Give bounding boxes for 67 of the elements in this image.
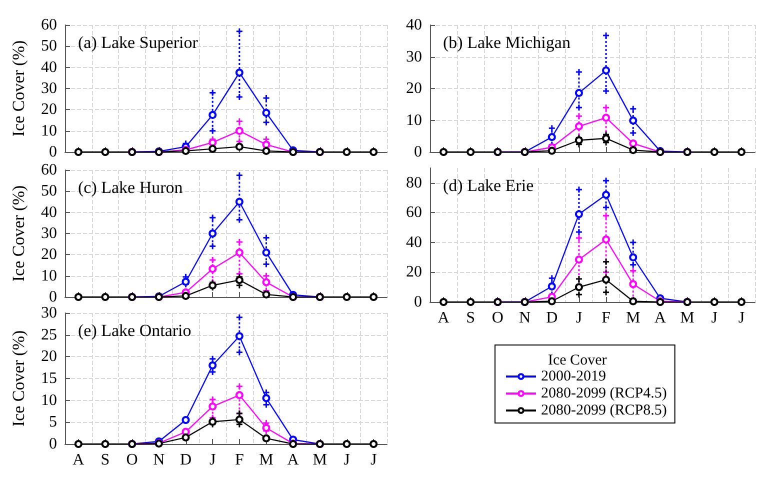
x-tick-label: M bbox=[680, 310, 694, 326]
y-axis-title: Ice Cover (%) bbox=[9, 330, 28, 427]
x-tick-label: A bbox=[72, 452, 85, 468]
y-tick-label: 40 bbox=[41, 204, 57, 221]
text: (a) Lake Superior bbox=[78, 33, 198, 52]
y-tick-label: 60 bbox=[41, 16, 57, 34]
y-tick-label: 5 bbox=[49, 414, 57, 431]
y-tick-label: 80 bbox=[406, 174, 422, 192]
y-tick-label: 40 bbox=[406, 234, 422, 251]
text: (d) Lake Erie bbox=[443, 176, 534, 195]
x-tick-label: F bbox=[234, 452, 244, 468]
y-axis-title: Ice Cover (%) bbox=[9, 40, 28, 137]
x-tick-label: M bbox=[626, 310, 640, 326]
y-tick-label: 25 bbox=[41, 326, 57, 344]
x-tick-label: A bbox=[287, 452, 300, 468]
legend-label: 2000-2019 bbox=[541, 368, 606, 384]
y-tick-label: 10 bbox=[41, 392, 57, 409]
y-tick-label: 0 bbox=[49, 288, 57, 306]
y-tick-label: 0 bbox=[49, 144, 57, 160]
chart-title: (b) Lake Michigan bbox=[443, 33, 571, 52]
x-tick-label: J bbox=[576, 310, 582, 326]
x-tick-label: J bbox=[370, 452, 377, 468]
y-tick-label: 0 bbox=[414, 144, 422, 160]
text: (e) Lake Ontario bbox=[78, 321, 192, 340]
y-tick-label: 20 bbox=[41, 246, 57, 264]
y-tick-label: 30 bbox=[41, 225, 57, 242]
x-tick-label: J bbox=[711, 310, 718, 326]
y-tick-label: 0 bbox=[414, 294, 422, 310]
y-tick-label: 30 bbox=[41, 304, 57, 322]
x-tick-label: D bbox=[546, 310, 558, 326]
y-tick-label: 15 bbox=[41, 370, 57, 387]
x-tick-label: S bbox=[466, 310, 476, 326]
legend-title: Ice Cover bbox=[548, 352, 607, 368]
x-tick-label: A bbox=[438, 310, 450, 326]
y-tick-label: 60 bbox=[41, 162, 57, 178]
y-tick-label: 30 bbox=[41, 80, 57, 97]
x-tick-label: J bbox=[209, 452, 216, 468]
x-tick-label: S bbox=[100, 452, 110, 468]
y-tick-label: 20 bbox=[41, 101, 57, 118]
x-tick-label: N bbox=[153, 452, 166, 468]
y-tick-label: 60 bbox=[406, 204, 422, 222]
y-tick-label: 10 bbox=[41, 122, 57, 140]
legend-label: 2080-2099 (RCP4.5) bbox=[541, 386, 667, 402]
x-tick-label: A bbox=[654, 310, 666, 326]
x-tick-label: M bbox=[259, 452, 274, 468]
y-tick-label: 10 bbox=[41, 267, 57, 284]
x-tick-label: M bbox=[312, 452, 328, 468]
x-tick-label: O bbox=[492, 310, 504, 326]
x-tick-label: J bbox=[738, 310, 745, 326]
y-tick-label: 50 bbox=[41, 182, 57, 200]
y-tick-label: 20 bbox=[41, 348, 57, 366]
text: (c) Lake Huron bbox=[78, 178, 184, 197]
x-tick-label: D bbox=[180, 452, 192, 468]
y-tick-label: 20 bbox=[406, 264, 422, 281]
legend-label: 2080-2099 (RCP8.5) bbox=[541, 402, 667, 418]
y-tick-label: 40 bbox=[41, 58, 57, 76]
x-tick-label: J bbox=[344, 452, 350, 468]
y-tick-label: 40 bbox=[406, 16, 422, 34]
x-tick-label: N bbox=[519, 310, 532, 326]
y-tick-label: 0 bbox=[49, 436, 57, 452]
y-axis-title: Ice Cover (%) bbox=[9, 185, 28, 282]
y-tick-label: 50 bbox=[41, 38, 57, 55]
x-tick-label: O bbox=[126, 452, 138, 468]
y-tick-label: 10 bbox=[406, 112, 422, 129]
y-tick-label: 30 bbox=[406, 48, 422, 66]
x-tick-label: F bbox=[602, 310, 611, 326]
y-tick-label: 20 bbox=[406, 80, 422, 97]
